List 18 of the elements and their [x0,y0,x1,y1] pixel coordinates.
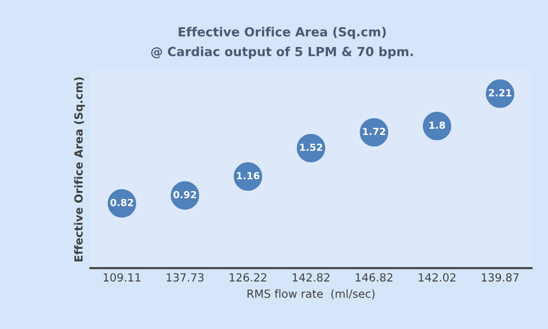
data-label: 2.21 [488,89,512,96]
data-label: 1.16 [237,172,260,180]
chart-title: Effective Orifice Area (Sq.cm) [178,26,386,39]
data-label: 0.82 [110,198,134,206]
x-axis-title: RMS flow rate (ml/sec) [248,289,375,300]
chart-subtitle: @ Cardiac output of 5 LPM & 70 bpm. [151,46,413,59]
x-tick-label: 137.73 [166,273,204,282]
x-tick-label: 139.87 [482,273,519,282]
x-tick-label: 109.11 [104,273,140,282]
x-tick-label: 142.82 [292,273,330,282]
data-label: 1.72 [363,128,386,136]
data-label: 1.52 [300,144,322,151]
y-axis-title: Effective Orifice Area (Sq.cm) [74,77,85,262]
data-label: 1.8 [430,121,446,129]
x-tick-label: 146.82 [356,273,392,282]
x-tick-label: 142.02 [418,273,456,282]
x-tick-label: 126.22 [230,273,266,282]
data-label: 0.92 [173,190,196,198]
